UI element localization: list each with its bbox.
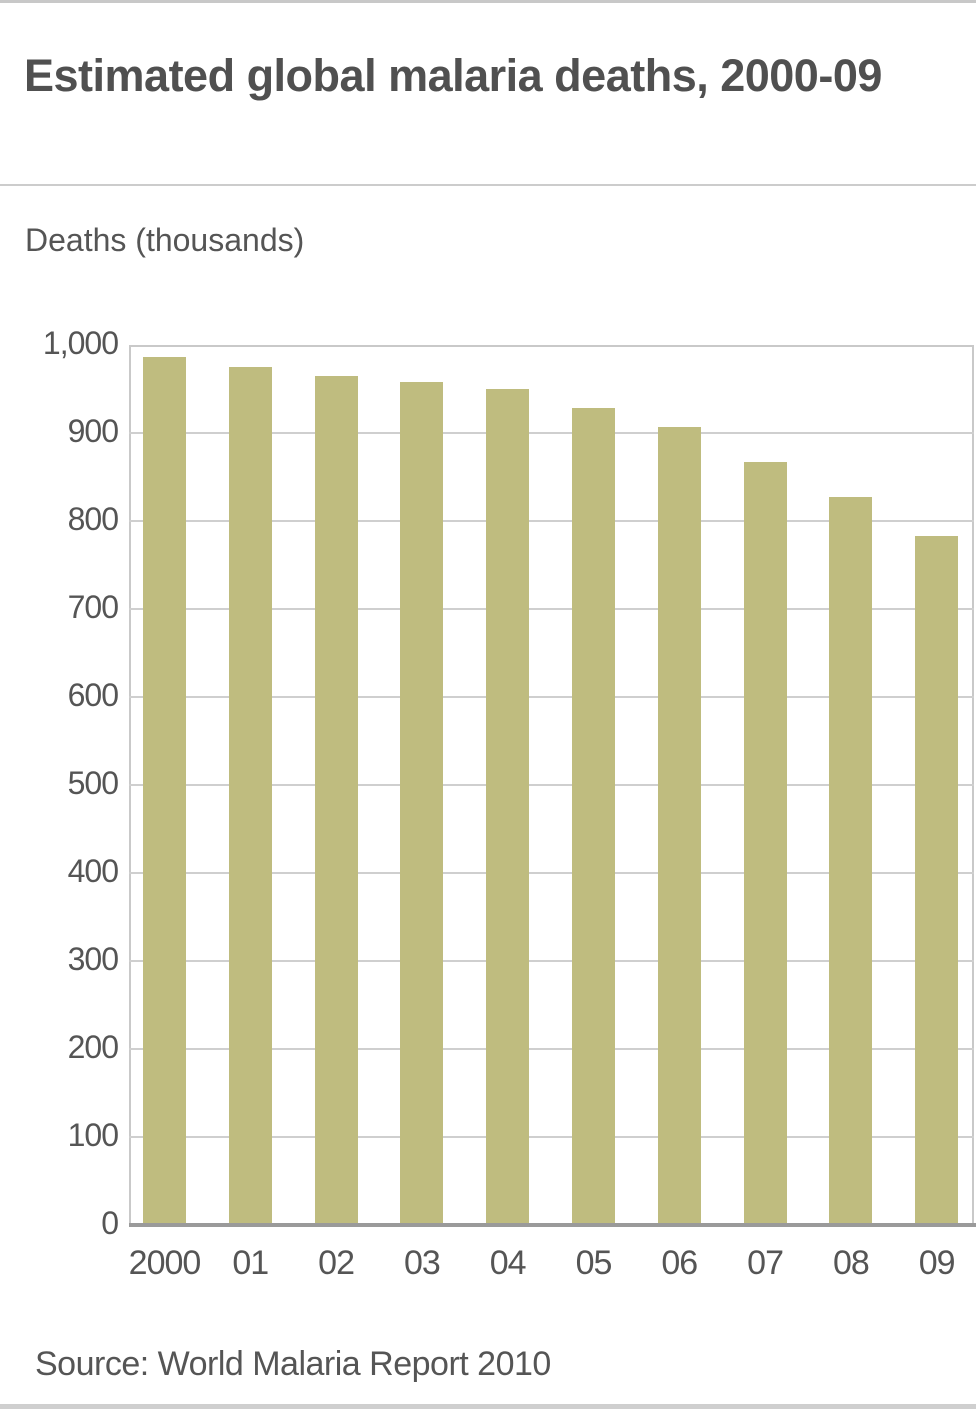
bar-04 (486, 389, 530, 1225)
x-tick-label: 2000 (128, 1244, 202, 1282)
y-tick-label: 200 (67, 1029, 119, 1065)
bar-09 (915, 535, 959, 1225)
bar-07 (743, 462, 787, 1225)
x-tick-label: 01 (232, 1244, 269, 1282)
gridline (129, 432, 974, 434)
gridline (129, 872, 974, 874)
x-axis-baseline (129, 1223, 976, 1227)
bar-08 (829, 497, 873, 1225)
gridline (129, 960, 974, 962)
bar-03 (400, 381, 444, 1225)
x-tick-label: 02 (318, 1244, 355, 1282)
y-tick-label: 900 (67, 413, 119, 449)
gridline (129, 1048, 974, 1050)
bar-06 (657, 426, 701, 1225)
x-tick-label: 05 (575, 1244, 613, 1282)
bar-05 (572, 408, 615, 1225)
x-tick-label: 08 (832, 1244, 870, 1282)
x-tick-label: 07 (747, 1244, 784, 1282)
gridline (129, 520, 974, 522)
y-tick-label: 600 (67, 677, 119, 713)
chart-title: Estimated global malaria deaths, 2000-09 (24, 50, 882, 101)
gridline (129, 1136, 974, 1138)
top-rule (0, 0, 976, 3)
y-tick-label: 1,000 (42, 325, 119, 361)
y-tick-label: 400 (67, 853, 119, 889)
title-divider (0, 184, 976, 186)
gridline (129, 784, 974, 786)
x-tick-label: 06 (661, 1244, 698, 1282)
y-axis-label: Deaths (thousands) (25, 222, 305, 258)
bar-02 (314, 375, 358, 1225)
y-tick-label: 700 (67, 589, 119, 625)
y-tick-label: 500 (67, 765, 119, 801)
gridline (129, 608, 974, 610)
gridline (129, 696, 974, 698)
bar-01 (228, 367, 272, 1225)
y-tick-label: 300 (67, 941, 119, 977)
x-tick-label: 04 (489, 1244, 527, 1282)
y-tick-label: 800 (67, 501, 119, 537)
x-tick-label: 09 (918, 1244, 956, 1282)
y-tick-label: 100 (67, 1117, 119, 1153)
x-tick-label: 03 (403, 1244, 441, 1282)
bar-2000 (143, 357, 186, 1225)
y-tick-label: 0 (101, 1205, 119, 1241)
bottom-rule (0, 1404, 976, 1409)
source-note: Source: World Malaria Report 2010 (35, 1345, 551, 1383)
